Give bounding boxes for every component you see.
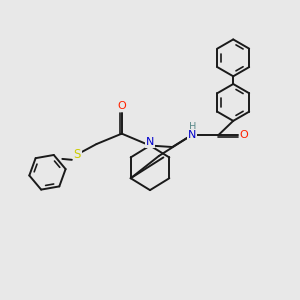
Text: O: O [117, 101, 126, 111]
Text: S: S [74, 148, 81, 161]
Text: O: O [240, 130, 249, 140]
Text: H: H [188, 122, 196, 132]
Text: N: N [188, 130, 196, 140]
Text: N: N [146, 137, 154, 147]
